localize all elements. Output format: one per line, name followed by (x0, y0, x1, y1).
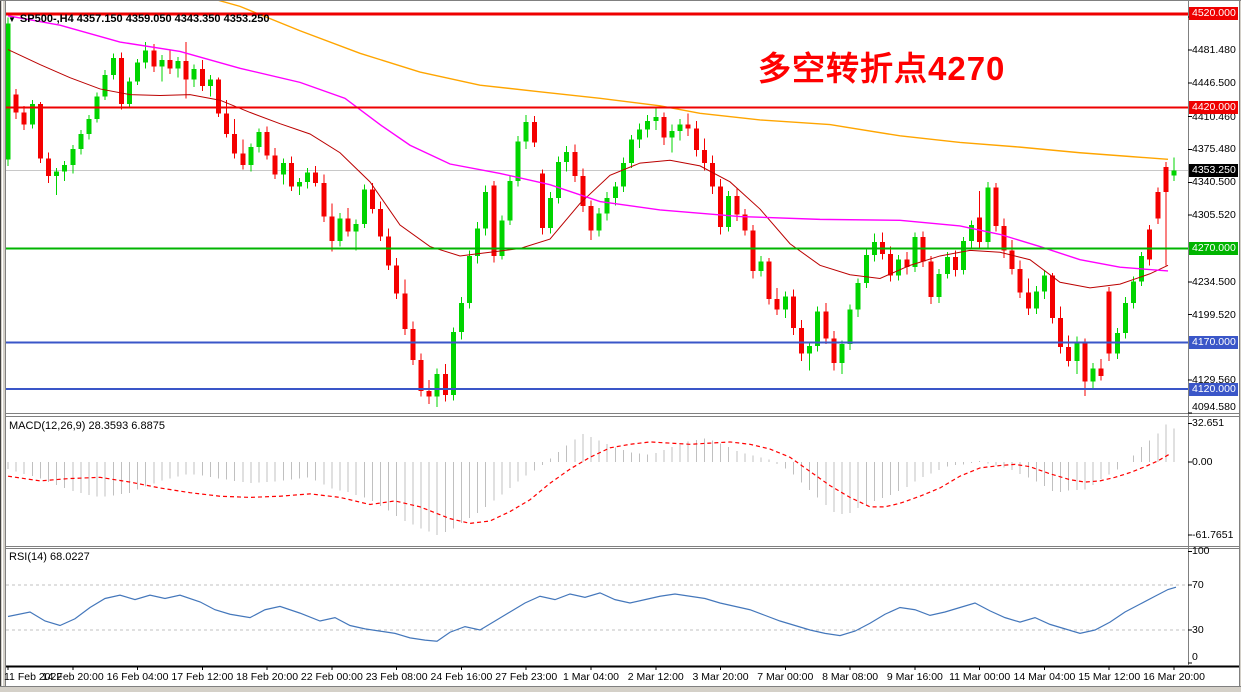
price-axis-label: 4340.500 (1192, 176, 1236, 189)
price-axis-label: 4199.520 (1192, 308, 1236, 321)
macd-signal-line (7, 441, 1171, 524)
axis-ticks (7, 16, 1192, 670)
date-axis-label: 8 Mar 08:00 (822, 671, 879, 683)
price-level-badge: 4120.000 (1189, 382, 1238, 396)
chart-annotation-text: 多空转折点4270 (758, 50, 1006, 87)
macd-axis-label: 0.00 (1192, 456, 1213, 468)
symbol-dropdown-icon[interactable]: ▼ (8, 15, 16, 24)
date-axis-label: 24 Feb 16:00 (430, 671, 493, 683)
price-level-badge: 4270.000 (1189, 241, 1238, 255)
price-axis-label: 4375.480 (1192, 143, 1236, 156)
window-frame-left (0, 0, 6, 692)
date-axis-label: 17 Feb 12:00 (171, 671, 234, 683)
date-axis-label: 23 Feb 08:00 (365, 671, 428, 683)
price-axis-label: 4234.500 (1192, 275, 1236, 288)
panel-splitter-macd[interactable] (0, 412, 1241, 418)
ma-mid-magenta (7, 15, 1169, 272)
rsi-axis-label: 30 (1192, 624, 1204, 636)
price-level-badge: 4520.000 (1189, 7, 1238, 21)
window-frame-bottom (0, 686, 1241, 692)
date-axis-label: 22 Feb 00:00 (300, 671, 363, 683)
date-axis-label: 1 Mar 04:00 (562, 671, 620, 683)
price-panel-layer (5, 0, 1188, 408)
rsi-axis-label: 70 (1192, 579, 1204, 591)
macd-axis-label: -61.7651 (1192, 528, 1234, 541)
macd-indicator-label: MACD(12,26,9) 28.3593 6.8875 (9, 420, 165, 432)
window-frame-right (1239, 0, 1241, 692)
date-axis-label: 14 Feb 20:00 (41, 671, 104, 683)
candles-layer (5, 17, 1177, 408)
date-axis-label: 14 Mar 04:00 (1013, 671, 1076, 683)
date-axis-label: 18 Feb 20:00 (236, 671, 299, 683)
window-frame-top (0, 0, 1241, 1)
rsi-line (7, 586, 1177, 642)
symbol-ohlc-line: ▼ SP500-,H4 4357.150 4359.050 4343.350 43… (8, 13, 269, 25)
date-axis-label: 11 Mar 00:00 (949, 671, 1011, 683)
rsi-panel-layer (6, 584, 1188, 642)
symbol-ohlc-text: SP500-,H4 4357.150 4359.050 4343.350 435… (19, 13, 270, 25)
date-axis-label: 9 Mar 16:00 (886, 671, 943, 683)
date-axis-label: 27 Feb 23:00 (495, 671, 558, 683)
price-level-badge: 4353.250 (1189, 163, 1238, 177)
date-axis-label: 3 Mar 20:00 (692, 671, 749, 683)
macd-axis-label: 32.651 (1192, 417, 1225, 430)
date-axis-label: 15 Mar 12:00 (1078, 671, 1141, 683)
rsi-indicator-label: RSI(14) 68.0227 (9, 551, 90, 563)
date-axis-label: 2 Mar 12:00 (627, 671, 684, 683)
price-level-badge: 4420.000 (1189, 101, 1238, 115)
rsi-axis-label: 100 (1192, 545, 1210, 558)
price-axis-label: 4446.500 (1192, 76, 1236, 89)
panel-splitter-rsi[interactable] (0, 544, 1241, 550)
rsi-axis-label: 0 (1192, 651, 1198, 663)
date-axis-label: 16 Feb 04:00 (106, 671, 169, 683)
price-axis-label: 4094.580 (1192, 401, 1236, 413)
price-axis-label: 4305.520 (1192, 209, 1236, 222)
price-axis-label: 4481.480 (1192, 44, 1236, 57)
date-axis-label: 11 Feb 2022 (4, 671, 63, 683)
ma-slow-orange (214, 0, 1169, 161)
ma-fast-darkred (7, 49, 1169, 289)
date-axis-label: 7 Mar 00:00 (757, 671, 814, 683)
macd-panel-layer (7, 424, 1175, 535)
price-level-badge: 4170.000 (1189, 335, 1238, 349)
date-axis-label: 16 Mar 20:00 (1143, 671, 1205, 683)
